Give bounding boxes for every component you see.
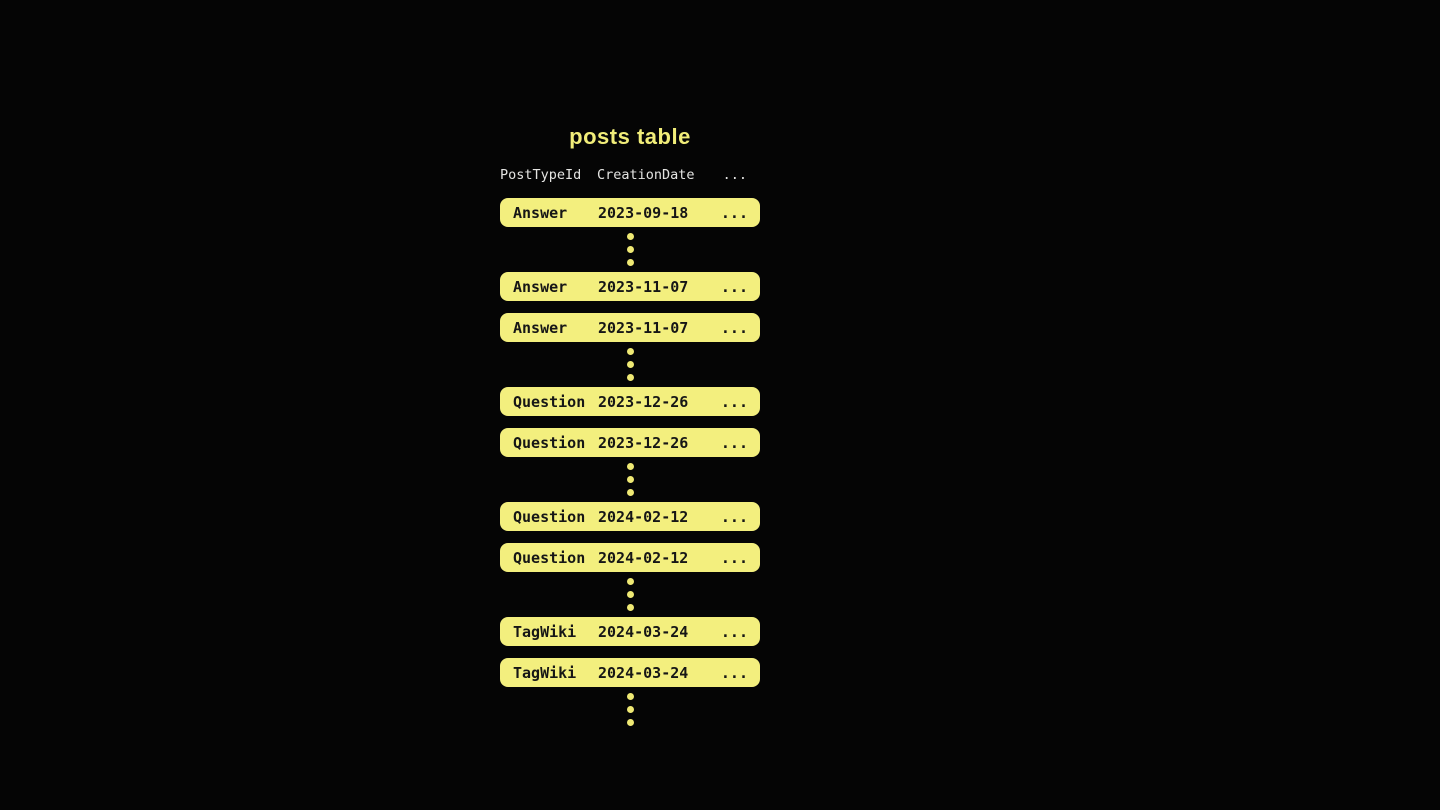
creation-date-cell: 2023-12-26 bbox=[598, 433, 689, 452]
dot-icon bbox=[626, 489, 634, 496]
creation-date-cell: 2024-02-12 bbox=[598, 548, 689, 567]
dot-icon bbox=[626, 604, 634, 611]
dot-icon bbox=[626, 476, 634, 483]
table-row: Question 2023-12-26... bbox=[500, 428, 760, 457]
omitted-rows-dots bbox=[500, 687, 760, 732]
dot-icon bbox=[626, 374, 634, 381]
diagram-title: posts table bbox=[569, 124, 691, 149]
dot-icon bbox=[626, 578, 634, 585]
column-header-posttypeid: PostTypeId bbox=[500, 167, 582, 183]
dot-icon bbox=[626, 246, 634, 253]
ellipsis-cell: ... bbox=[720, 663, 748, 682]
rows-container: Answer 2023-09-18... Answer 2023-11-07... An… bbox=[500, 198, 760, 732]
post-type-cell: Answer bbox=[513, 277, 568, 296]
post-type-cell: Question bbox=[513, 433, 586, 452]
creation-date-cell: 2024-03-24 bbox=[598, 622, 689, 641]
table-row: Question 2024-02-12... bbox=[500, 543, 760, 572]
ellipsis-cell: ... bbox=[720, 277, 748, 296]
dot-icon bbox=[626, 348, 634, 355]
post-type-cell: Answer bbox=[513, 203, 568, 222]
table-row: Question 2023-12-26... bbox=[500, 387, 760, 416]
table-row: Answer 2023-11-07... bbox=[500, 272, 760, 301]
post-type-cell: Question bbox=[513, 507, 586, 526]
creation-date-cell: 2023-11-07 bbox=[598, 318, 689, 337]
dot-icon bbox=[626, 463, 634, 470]
column-header-creationdate: CreationDate bbox=[597, 167, 695, 183]
dot-icon bbox=[626, 706, 634, 713]
creation-date-cell: 2023-09-18 bbox=[598, 203, 689, 222]
dot-icon bbox=[626, 693, 634, 700]
omitted-rows-dots bbox=[500, 457, 760, 502]
table-row: Answer 2023-11-07... bbox=[500, 313, 760, 342]
creation-date-cell: 2023-12-26 bbox=[598, 392, 689, 411]
table-row: TagWiki 2024-03-24... bbox=[500, 617, 760, 646]
column-header-ellipsis: ... bbox=[722, 167, 747, 183]
post-type-cell: Answer bbox=[513, 318, 568, 337]
table-row: Question 2024-02-12... bbox=[500, 502, 760, 531]
creation-date-cell: 2024-02-12 bbox=[598, 507, 689, 526]
ellipsis-cell: ... bbox=[720, 318, 748, 337]
ellipsis-cell: ... bbox=[720, 507, 748, 526]
table-row: TagWiki 2024-03-24... bbox=[500, 658, 760, 687]
creation-date-cell: 2024-03-24 bbox=[598, 663, 689, 682]
omitted-rows-dots bbox=[500, 342, 760, 387]
dot-icon bbox=[626, 361, 634, 368]
ellipsis-cell: ... bbox=[720, 392, 748, 411]
post-type-cell: TagWiki bbox=[513, 663, 577, 682]
post-type-cell: Question bbox=[513, 548, 586, 567]
dot-icon bbox=[626, 591, 634, 598]
omitted-rows-dots bbox=[500, 227, 760, 272]
dot-icon bbox=[626, 719, 634, 726]
omitted-rows-dots bbox=[500, 572, 760, 617]
table-row: Answer 2023-09-18... bbox=[500, 198, 760, 227]
posts-table-diagram: posts table PostTypeId CreationDate ... … bbox=[500, 123, 760, 732]
creation-date-cell: 2023-11-07 bbox=[598, 277, 689, 296]
post-type-cell: Question bbox=[513, 392, 586, 411]
ellipsis-cell: ... bbox=[720, 622, 748, 641]
ellipsis-cell: ... bbox=[720, 433, 748, 452]
dot-icon bbox=[626, 233, 634, 240]
post-type-cell: TagWiki bbox=[513, 622, 577, 641]
ellipsis-cell: ... bbox=[720, 203, 748, 222]
dot-icon bbox=[626, 259, 634, 266]
column-header-row: PostTypeId CreationDate ... bbox=[500, 166, 760, 184]
ellipsis-cell: ... bbox=[720, 548, 748, 567]
